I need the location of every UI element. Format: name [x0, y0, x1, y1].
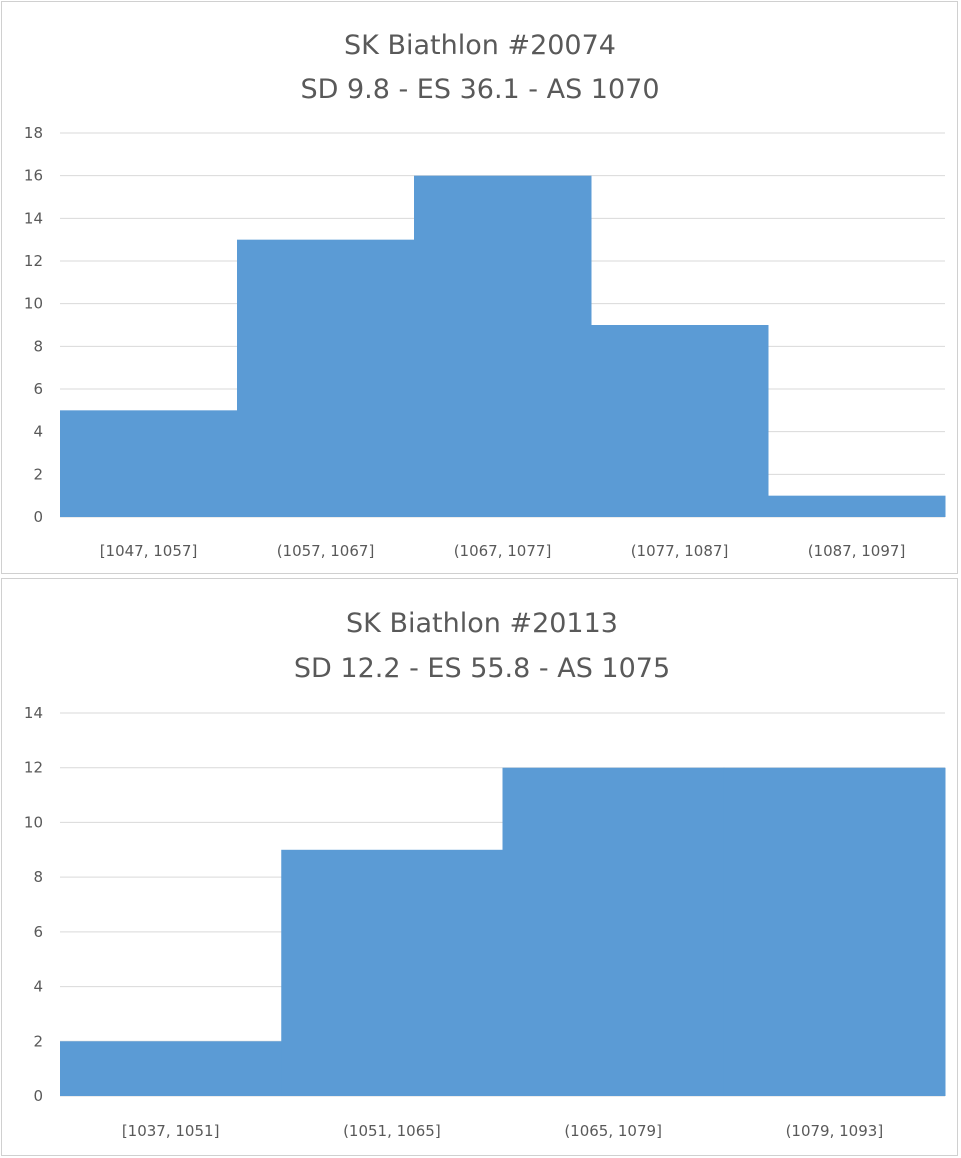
chart-2-x-tick-label: (1051, 1065]	[343, 1122, 441, 1140]
chart-2-bar	[502, 767, 725, 1096]
chart-1-bar	[237, 239, 415, 517]
chart-2-bar	[281, 849, 503, 1096]
chart-1-bar	[768, 495, 946, 517]
chart-1-x-tick-label: (1077, 1087]	[631, 542, 729, 560]
chart-panel-1: SK Biathlon #20074 SD 9.8 - ES 36.1 - AS…	[1, 1, 958, 574]
chart-2-svg: SK Biathlon #20113 SD 12.2 - ES 55.8 - A…	[24, 608, 946, 1140]
chart-2-y-tick-label: 12	[24, 759, 43, 777]
chart-2-x-tick-label: (1079, 1093]	[786, 1122, 884, 1140]
chart-2-y-tick-label: 0	[33, 1087, 43, 1105]
chart-2-y-tick-label: 10	[24, 813, 43, 831]
chart-2-y-tick-label: 6	[33, 923, 43, 941]
chart-1-x-tick-label: (1067, 1077]	[454, 542, 552, 560]
chart-2-x-tick-label: (1065, 1079]	[564, 1122, 662, 1140]
chart-1-bar	[414, 175, 592, 517]
chart-1-x-tick-label: (1087, 1097]	[808, 542, 906, 560]
chart-1-y-tick-label: 16	[24, 167, 43, 185]
chart-1-x-tick-label: (1057, 1067]	[277, 542, 375, 560]
chart-1-y-tick-label: 6	[33, 380, 43, 398]
chart-2-title: SK Biathlon #20113	[346, 608, 618, 639]
chart-panel-2: SK Biathlon #20113 SD 12.2 - ES 55.8 - A…	[1, 578, 958, 1156]
chart-2-x-tick-label: [1037, 1051]	[122, 1122, 220, 1140]
chart-2-bar	[60, 1041, 282, 1096]
chart-1-y-tick-label: 0	[33, 508, 43, 526]
chart-1-title: SK Biathlon #20074	[344, 30, 616, 61]
chart-1-y-tick-label: 14	[24, 209, 43, 227]
chart-1-y-tick-label: 8	[33, 337, 43, 355]
chart-2-y-tick-label: 14	[24, 704, 43, 722]
chart-1-bar	[591, 325, 769, 517]
chart-1-svg: SK Biathlon #20074 SD 9.8 - ES 36.1 - AS…	[24, 30, 946, 560]
chart-1-y-tick-label: 18	[24, 124, 43, 142]
chart-2-y-tick-label: 2	[33, 1032, 43, 1050]
chart-1-bar	[60, 410, 238, 517]
chart-1-y-tick-label: 12	[24, 252, 43, 270]
chart-1-y-tick-label: 10	[24, 295, 43, 313]
chart-1-y-tick-label: 4	[33, 423, 43, 441]
chart-2-y-tick-label: 4	[33, 978, 43, 996]
chart-2-bar	[723, 767, 946, 1096]
chart-1-subtitle: SD 9.8 - ES 36.1 - AS 1070	[300, 74, 659, 105]
chart-2-y-tick-label: 8	[33, 868, 43, 886]
chart-2-subtitle: SD 12.2 - ES 55.8 - AS 1075	[294, 653, 670, 684]
chart-1-y-tick-label: 2	[33, 465, 43, 483]
chart-1-x-tick-label: [1047, 1057]	[100, 542, 198, 560]
